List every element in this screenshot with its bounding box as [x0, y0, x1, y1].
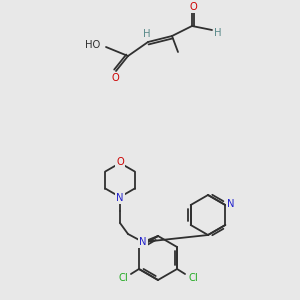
Text: N: N — [226, 199, 234, 209]
Text: H: H — [143, 29, 151, 39]
Text: Cl: Cl — [118, 273, 128, 283]
Text: O: O — [189, 2, 197, 12]
Text: H: H — [214, 28, 222, 38]
Text: N: N — [116, 193, 124, 203]
Text: O: O — [111, 73, 119, 83]
Text: HO: HO — [85, 40, 100, 50]
Text: O: O — [116, 157, 124, 167]
Text: N: N — [139, 237, 147, 247]
Text: Cl: Cl — [188, 273, 198, 283]
